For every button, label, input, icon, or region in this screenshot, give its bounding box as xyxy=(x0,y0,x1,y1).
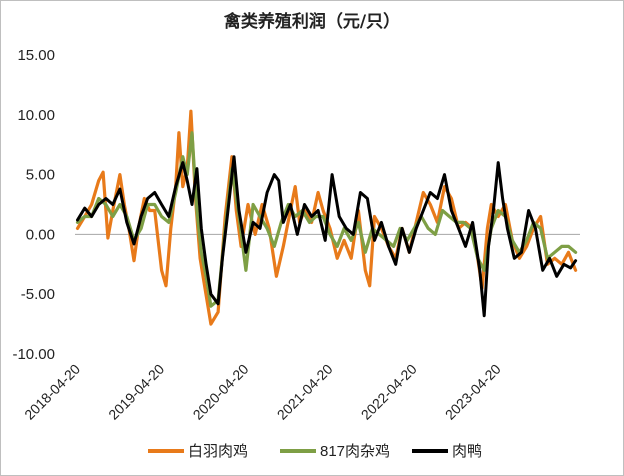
x-tick-label: 2021-04-20 xyxy=(274,361,336,423)
series-line-3 xyxy=(76,155,578,318)
y-tick-label: 0.00 xyxy=(26,226,55,243)
y-tick-label: 10.00 xyxy=(17,107,55,124)
y-tick-label: 15.00 xyxy=(17,47,55,64)
y-tick-label: 5.00 xyxy=(26,167,55,184)
chart-title: 禽类养殖利润（元/只） xyxy=(223,11,400,32)
x-axis: 2018-04-20 2019-04-20 2020-04-20 2021-04-20… xyxy=(21,361,504,423)
series-group xyxy=(75,109,578,326)
legend-label-3: 肉鸭 xyxy=(452,443,482,460)
x-tick-label: 2018-04-20 xyxy=(21,361,83,423)
legend-label-2: 817肉杂鸡 xyxy=(320,443,390,460)
x-tick-label: 2023-04-20 xyxy=(442,361,504,423)
x-tick-label: 2020-04-20 xyxy=(190,361,252,423)
x-tick-label: 2022-04-20 xyxy=(358,361,420,423)
y-tick-label: -5.00 xyxy=(21,286,55,303)
y-axis: 15.00 10.00 5.00 0.00 -5.00 -10.00 xyxy=(12,47,55,363)
y-tick-label: -10.00 xyxy=(12,346,55,363)
legend: 白羽肉鸡 817肉杂鸡 肉鸭 xyxy=(148,443,482,460)
x-tick-label: 2019-04-20 xyxy=(105,361,167,423)
legend-label-1: 白羽肉鸡 xyxy=(188,443,248,460)
